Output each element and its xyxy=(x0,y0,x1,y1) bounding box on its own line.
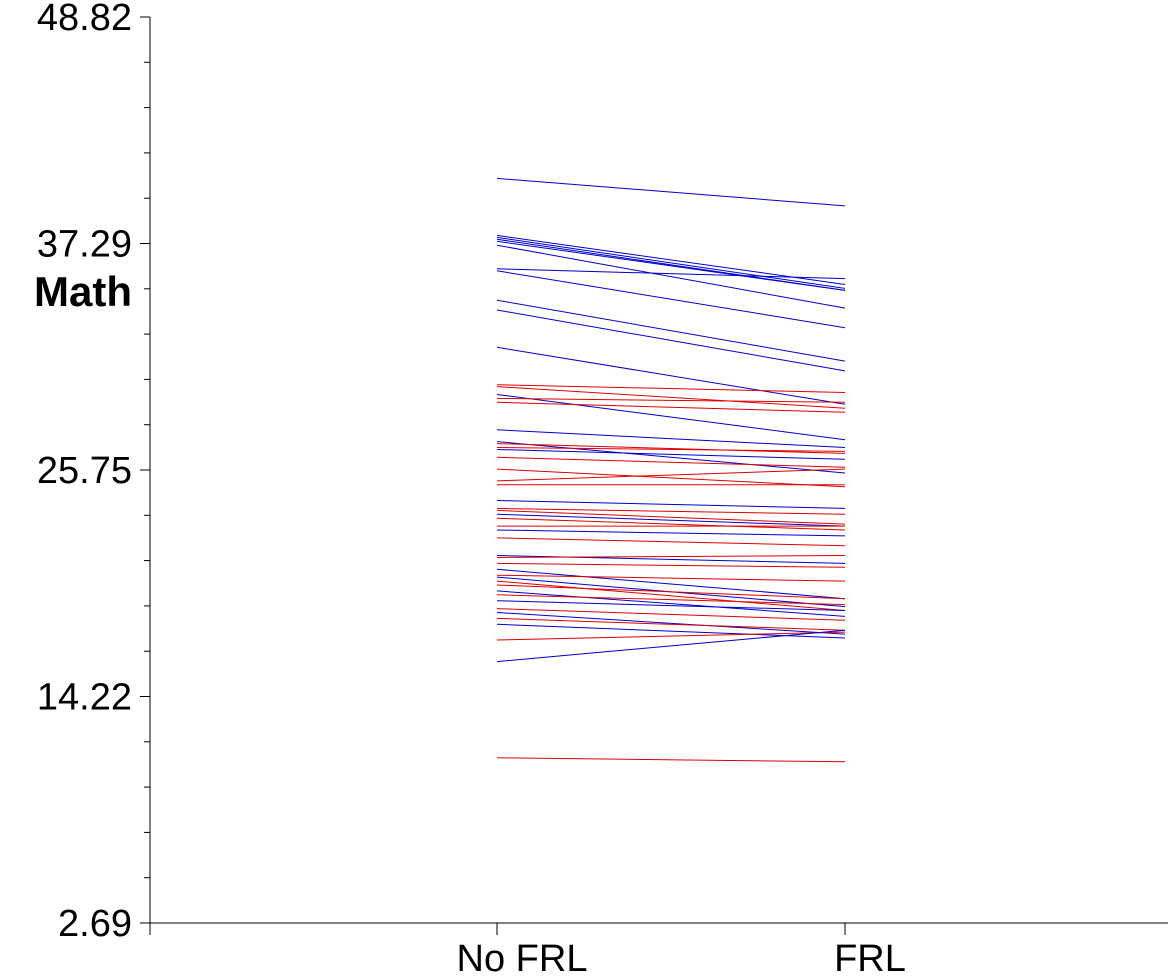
series-line-32-blue xyxy=(496,529,846,537)
series-line-26-blue xyxy=(496,500,846,509)
series-line-9-blue xyxy=(496,299,846,362)
series-line-6-blue xyxy=(496,244,846,309)
series-line-46-blue xyxy=(496,612,846,635)
y-tick-label: 14.22 xyxy=(37,677,132,719)
series-line-17-blue xyxy=(496,429,846,448)
y-tick-label: 37.29 xyxy=(37,223,132,265)
series-line-42-blue xyxy=(496,590,846,617)
axis-labels: 48.82 37.29 25.75 14.22 2.69 Math No FRL FRL xyxy=(34,0,906,977)
series-line-21-blue xyxy=(496,449,846,460)
series-line-11-blue xyxy=(496,346,846,405)
series-line-22-red xyxy=(496,456,846,468)
series-line-18-blue xyxy=(496,441,846,474)
series-lines xyxy=(496,177,846,763)
series-line-12-red xyxy=(496,384,846,393)
x-tick-label-no-frl: No FRL xyxy=(457,938,588,977)
series-line-24-red xyxy=(496,468,846,482)
y-tick-label: 25.75 xyxy=(37,450,132,492)
series-line-47-red xyxy=(496,617,846,631)
series-line-49-red xyxy=(496,631,846,641)
series-line-2-blue xyxy=(496,234,846,285)
series-line-20-red xyxy=(496,447,846,452)
series-line-1-blue xyxy=(496,177,846,207)
series-line-5-blue xyxy=(496,240,846,291)
series-line-14-blue xyxy=(496,394,846,441)
x-tick-label-frl: FRL xyxy=(834,938,906,977)
series-line-38-red xyxy=(496,574,846,582)
series-line-28-red xyxy=(496,509,846,525)
series-line-27-red xyxy=(496,507,846,515)
series-line-19-red xyxy=(496,443,846,454)
series-line-33-red xyxy=(496,537,846,547)
series-line-44-blue xyxy=(496,600,846,611)
series-line-10-blue xyxy=(496,309,846,372)
y-tick-label: 48.82 xyxy=(37,0,132,39)
series-line-37-blue xyxy=(496,568,846,600)
axes xyxy=(140,16,1168,935)
series-line-36-red xyxy=(496,562,846,568)
series-line-43-red xyxy=(496,594,846,606)
series-line-41-red xyxy=(496,584,846,600)
y-tick-label: 2.69 xyxy=(58,903,132,945)
series-line-16-red xyxy=(496,401,846,413)
series-line-13-red xyxy=(496,386,846,409)
y-axis-title: Math xyxy=(34,268,132,315)
series-line-51-red xyxy=(496,757,846,763)
series-line-29-blue xyxy=(496,513,846,527)
series-line-50-blue xyxy=(496,629,846,663)
series-line-3-blue xyxy=(496,236,846,289)
series-line-40-red xyxy=(496,580,846,611)
series-line-45-red xyxy=(496,608,846,621)
series-line-15-red xyxy=(496,397,846,403)
series-line-35-red xyxy=(496,555,846,558)
series-line-23-red xyxy=(496,468,846,488)
series-line-7-blue xyxy=(496,268,846,280)
series-line-30-red xyxy=(496,517,846,531)
series-line-8-blue xyxy=(496,270,846,329)
